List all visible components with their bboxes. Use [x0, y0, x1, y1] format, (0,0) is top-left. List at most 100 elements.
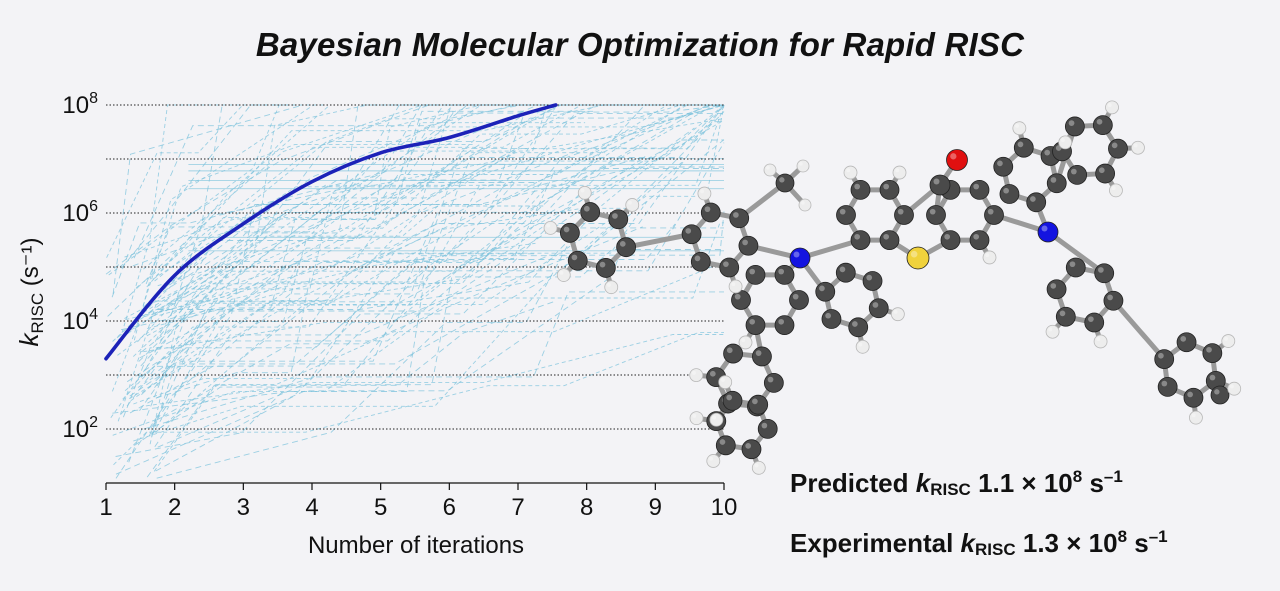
- y-axis-symbol: k: [14, 331, 44, 346]
- molecule-atom-carbon: [1094, 263, 1115, 284]
- atom-highlight: [846, 168, 851, 173]
- molecule-atom-hydrogen: [604, 280, 619, 295]
- x-tick-label: 5: [374, 494, 387, 521]
- trajectory-line: [143, 291, 724, 430]
- y-tick-label: 102: [62, 414, 98, 443]
- molecule-atom-carbon: [850, 230, 871, 251]
- molecule-bond: [1110, 298, 1167, 362]
- molecule-atom-carbon: [999, 184, 1020, 204]
- molecule-atom-hydrogen: [689, 411, 704, 426]
- atom-highlight: [741, 338, 746, 343]
- atom-highlight: [723, 261, 729, 268]
- trajectory-line: [153, 263, 724, 472]
- molecule-atom-carbon: [722, 390, 743, 411]
- experimental-label: Experimental: [790, 528, 954, 558]
- atom-highlight: [1041, 225, 1048, 232]
- trajectory-line: [107, 104, 538, 317]
- experimental-unit-exponent: –1: [1148, 527, 1168, 546]
- trajectory-line: [125, 104, 668, 321]
- y-tick-label: 108: [62, 90, 98, 119]
- molecule-atom-carbon: [789, 290, 809, 310]
- experimental-annotation: Experimental kRISC 1.3 × 108 s–1: [790, 527, 1168, 560]
- atom-highlight: [766, 166, 770, 170]
- trajectory-line: [129, 110, 697, 397]
- atom-highlight: [778, 318, 785, 325]
- predicted-mantissa: 1.1 × 10: [978, 468, 1073, 498]
- molecule-atom-carbon: [775, 173, 795, 193]
- x-tick-label: 1: [99, 494, 112, 521]
- atom-highlight: [799, 162, 803, 166]
- atom-highlight: [987, 208, 994, 215]
- molecule-atom-hydrogen: [751, 460, 766, 475]
- x-axis-label: Number of iterations: [308, 532, 524, 559]
- atom-highlight: [726, 394, 733, 401]
- atom-highlight: [1068, 120, 1075, 126]
- molecule-atom-nitrogen: [1037, 221, 1059, 243]
- trajectory-line: [130, 152, 606, 402]
- trajectory-line: [159, 104, 725, 316]
- predicted-unit: s: [1082, 468, 1104, 498]
- molecule-atom-hydrogen: [689, 368, 704, 383]
- molecule-atom-hydrogen: [1227, 381, 1242, 396]
- molecule-atom-carbon: [723, 343, 743, 364]
- molecule-atom-carbon: [984, 205, 1004, 225]
- trajectory-line: [146, 104, 688, 337]
- molecule-bond: [1045, 229, 1107, 276]
- atom-highlight: [1111, 186, 1116, 191]
- trajectory-line: [152, 104, 482, 299]
- y-axis-unit: (s⁻¹): [17, 238, 44, 287]
- molecule-atom-carbon: [1154, 349, 1175, 369]
- trajectory-line: [117, 104, 725, 356]
- atom-highlight: [619, 240, 626, 247]
- atom-highlight: [1044, 149, 1051, 156]
- molecule-bond: [623, 231, 695, 250]
- molecule-atom-hydrogen: [1093, 334, 1108, 349]
- atom-highlight: [1158, 352, 1164, 359]
- atom-highlight: [709, 370, 716, 377]
- atom-highlight: [825, 312, 831, 319]
- atom-highlight: [997, 160, 1003, 167]
- x-tick-label: 4: [305, 494, 318, 521]
- molecule-atom-carbon: [774, 264, 795, 285]
- atom-highlight: [1050, 283, 1057, 289]
- trajectory-line: [157, 104, 724, 287]
- molecule-atom-hydrogen: [738, 335, 753, 350]
- molecule-atom-carbon: [681, 224, 702, 245]
- atom-highlight: [1229, 384, 1234, 389]
- trajectory-line: [134, 157, 683, 446]
- molecule-atom-carbon: [1065, 257, 1086, 278]
- trajectory-line: [147, 104, 725, 330]
- trajectory-line: [139, 104, 620, 411]
- trajectory-line: [144, 104, 685, 318]
- series-layer: [104, 103, 558, 361]
- trajectory-line: [133, 104, 598, 259]
- molecule-atom-hydrogen: [577, 185, 592, 200]
- molecule-atom-carbon: [595, 258, 616, 278]
- molecule-atom-hydrogen: [855, 339, 870, 354]
- molecule-atom-carbon: [926, 205, 946, 225]
- atom-highlight: [944, 233, 951, 240]
- molecule-atom-carbon: [567, 250, 588, 271]
- molecule-atom-carbon: [815, 281, 836, 302]
- atom-highlight: [1060, 138, 1065, 143]
- molecule-atom-carbon: [969, 230, 990, 251]
- atom-highlight: [793, 251, 800, 258]
- molecule-atom-hydrogen: [706, 454, 721, 468]
- trajectory-line: [154, 211, 725, 448]
- atom-highlight: [700, 189, 705, 194]
- atom-highlight: [754, 463, 759, 468]
- y-axis-spacer: [17, 286, 44, 293]
- molecule-atom-hydrogen: [556, 268, 571, 282]
- atom-highlight: [571, 254, 578, 261]
- atom-highlight: [1161, 380, 1168, 387]
- atom-highlight: [858, 342, 863, 347]
- experimental-symbol: k: [960, 528, 975, 558]
- trajectory-line: [158, 104, 724, 310]
- background-trajectories: [105, 104, 725, 479]
- atom-highlight: [854, 183, 861, 190]
- atom-highlight: [1111, 142, 1118, 149]
- atom-highlight: [559, 270, 564, 275]
- trajectory-line: [141, 163, 542, 396]
- atom-highlight: [1206, 346, 1212, 353]
- trajectory-line: [146, 301, 554, 478]
